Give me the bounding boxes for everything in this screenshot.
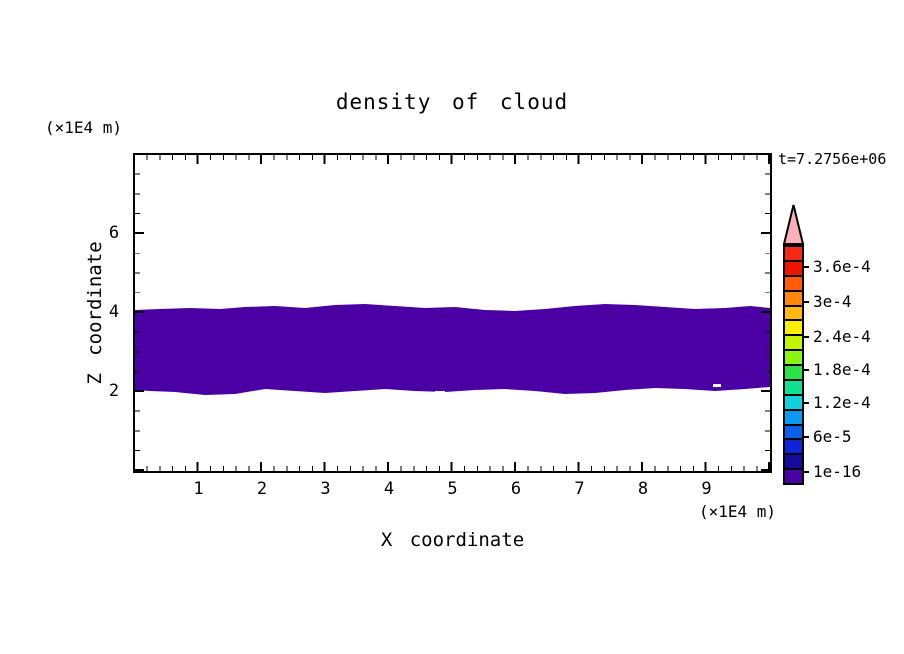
chart-title: density of cloud: [335, 90, 569, 114]
z-axis-title: Z coordinate: [84, 241, 106, 385]
colorbar-tick: [804, 369, 809, 371]
colorbar-tick: [804, 436, 809, 438]
colorbar-tick: [804, 336, 809, 338]
colorbar-overflow-arrow-icon: [782, 204, 805, 245]
colorbar-label: 1.2e-4: [813, 393, 871, 412]
colorbar-tick: [804, 402, 809, 404]
cloud-band: [135, 304, 770, 395]
x-axis-unit-label: (×1E4 m): [698, 502, 776, 521]
x-tick-label: 3: [320, 479, 331, 499]
colorbar-label: 1e-16: [813, 462, 862, 481]
colorbar-segment: [785, 438, 802, 454]
colorbar-ticks: [804, 245, 810, 485]
x-axis-tick-labels: 1 2 3 4 5 6 7 8 9: [135, 479, 770, 501]
x-tick-label: 2: [256, 479, 268, 499]
colorbar-tick: [804, 266, 809, 268]
colorbar-label: 6e-5: [813, 427, 852, 446]
colorbar: [783, 245, 804, 485]
colorbar-segment: [785, 378, 802, 394]
colorbar-segment: [785, 364, 802, 379]
colorbar-segment: [785, 289, 802, 305]
colorbar-segment: [785, 423, 802, 439]
x-tick-label: 9: [701, 479, 712, 499]
colorbar-label: 3.6e-4: [813, 257, 871, 276]
colorbar-segment: [785, 453, 802, 469]
colorbar-segment: [785, 259, 802, 275]
z-tick-label: 6: [108, 223, 120, 243]
plot-frame: [133, 153, 772, 473]
colorbar-segment: [785, 408, 802, 424]
colorbar-label: 1.8e-4: [813, 360, 871, 379]
x-tick-label: 8: [637, 479, 649, 499]
z-tick-label: 4: [108, 302, 120, 322]
colorbar-tick: [804, 301, 809, 303]
x-tick-label: 1: [193, 479, 204, 499]
colorbar-segment: [785, 468, 802, 483]
x-axis-title: X coordinate: [380, 529, 525, 551]
colorbar-label: 3e-4: [813, 292, 852, 311]
z-tick-label: 2: [108, 381, 120, 401]
x-tick-label: 5: [447, 479, 458, 499]
colorbar-label: 2.4e-4: [813, 327, 871, 346]
colorbar-tick: [804, 471, 809, 473]
colorbar-segment: [785, 319, 802, 335]
colorbar-segment: [785, 393, 802, 409]
z-axis-tick-labels: 6 4 2: [103, 155, 125, 471]
contour-layer: [135, 304, 770, 395]
x-tick-label: 7: [574, 479, 585, 499]
x-tick-label: 6: [510, 479, 522, 499]
colorbar-segment: [785, 274, 802, 290]
time-annotation: t=7.2756e+06: [778, 150, 887, 168]
contour-gap-speck: [713, 384, 721, 387]
colorbar-segment: [785, 247, 802, 260]
colorbar-segment: [785, 334, 802, 350]
colorbar-segment: [785, 349, 802, 364]
x-tick-label: 4: [383, 479, 395, 499]
contour-gap-speck: [435, 391, 445, 393]
contour-gap-speck: [170, 393, 184, 396]
colorbar-labels: 3.6e-4 3e-4 2.4e-4 1.8e-4 1.2e-4 6e-5 1e-16: [813, 245, 903, 485]
colorbar-segment: [785, 304, 802, 320]
z-axis-unit-label: (×1E4 m): [45, 118, 123, 137]
